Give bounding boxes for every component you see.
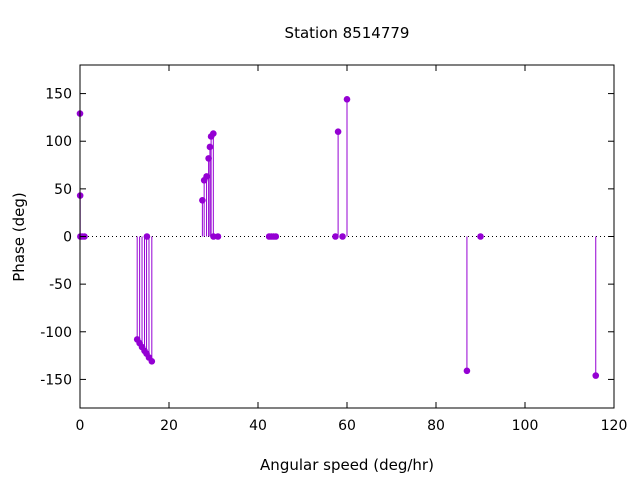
data-point	[463, 367, 471, 375]
data-point	[343, 96, 351, 103]
axis-ticks: 0 20 40 60 80 100 120 -150 -100 -50 0 50 100 150	[40, 65, 627, 434]
x-axis-title: Angular speed (deg/hr)	[260, 456, 434, 474]
data-point	[148, 358, 156, 365]
data-point	[339, 233, 346, 240]
y-tick-label: -50	[49, 277, 72, 293]
y-tick-label: 150	[45, 87, 72, 103]
x-tick-label: 120	[601, 418, 628, 434]
x-tick-label: 0	[76, 418, 85, 434]
data-point	[477, 233, 484, 240]
x-tick-label: 100	[512, 418, 539, 434]
data-point	[332, 233, 339, 240]
x-tick-label: 40	[249, 418, 267, 434]
y-tick-label: 100	[45, 134, 72, 150]
data-point	[199, 196, 206, 204]
data-point	[214, 233, 222, 240]
x-tick-label: 60	[338, 418, 356, 434]
data-point	[272, 233, 280, 240]
y-tick-label: 50	[54, 182, 72, 198]
y-tick-label: -150	[40, 372, 72, 388]
data-point	[334, 128, 342, 135]
data-point	[206, 143, 214, 151]
y-axis-title: Phase (deg)	[10, 192, 28, 282]
data-point	[210, 130, 217, 137]
chart-title: Station 8514779	[285, 24, 410, 42]
data-point	[592, 372, 600, 379]
y-tick-label: 0	[63, 230, 72, 246]
x-tick-label: 20	[160, 418, 178, 434]
y-tick-label: -100	[40, 325, 72, 341]
x-tick-label: 80	[427, 418, 445, 434]
plot-area	[76, 96, 614, 379]
